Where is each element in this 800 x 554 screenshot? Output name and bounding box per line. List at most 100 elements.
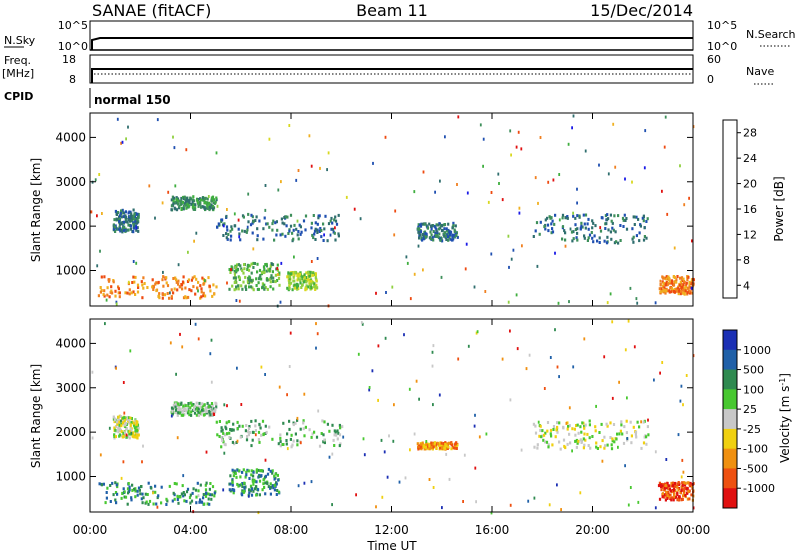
nsky-tick-top: 10^5 (58, 19, 88, 32)
data-cell (388, 434, 390, 438)
data-cell (679, 164, 681, 168)
data-cell (247, 469, 250, 473)
data-cell (141, 492, 144, 496)
data-cell (303, 273, 306, 277)
data-cell (178, 495, 181, 499)
data-cell (190, 410, 193, 414)
x-tick-label: 12:00 (374, 523, 409, 537)
data-cell (255, 215, 258, 219)
data-cell (182, 404, 185, 408)
data-cell (690, 493, 693, 497)
data-cell (463, 453, 466, 457)
data-cell (135, 429, 139, 433)
data-cell (568, 406, 571, 410)
data-cell (165, 276, 168, 280)
data-cell (176, 498, 179, 501)
data-cell (678, 276, 682, 280)
data-cell (115, 420, 119, 424)
data-cell (685, 491, 689, 495)
data-cell (534, 431, 538, 435)
data-cell (593, 234, 596, 238)
data-cell (263, 486, 266, 489)
data-cell (117, 415, 120, 419)
data-cell (130, 421, 133, 425)
colorbar-tick-label: 8 (743, 254, 750, 267)
data-cell (201, 196, 204, 200)
data-cell (579, 425, 582, 429)
data-cell (581, 225, 584, 229)
data-cell (667, 281, 670, 285)
data-cell (302, 427, 305, 431)
data-cell (124, 427, 128, 431)
data-cell (165, 281, 168, 285)
data-cell (631, 237, 634, 241)
data-cell (118, 291, 121, 295)
data-cell (239, 435, 242, 439)
data-cell (664, 115, 667, 119)
data-cell (235, 287, 238, 291)
data-cell (197, 494, 200, 498)
data-cell (302, 280, 305, 284)
data-cell (248, 425, 251, 428)
data-cell (603, 239, 606, 243)
data-cell (197, 407, 200, 411)
data-cell (417, 444, 420, 448)
data-cell (133, 226, 136, 230)
data-cell (126, 502, 129, 506)
data-cell (301, 283, 304, 287)
data-cell (185, 206, 188, 210)
data-cell (118, 434, 121, 438)
data-cell (255, 493, 258, 497)
data-cell (241, 287, 244, 291)
data-cell (554, 328, 556, 332)
data-cell (141, 460, 143, 464)
data-cell (135, 433, 139, 437)
data-cell (174, 405, 177, 409)
data-cell (575, 424, 578, 427)
data-cell (455, 441, 458, 445)
data-cell (334, 215, 337, 219)
data-cell (671, 496, 674, 500)
velocity-colorbar-label: Velocity [m s-1] (778, 373, 792, 463)
data-cell (331, 221, 334, 225)
colorbar-tick-label: -500 (743, 462, 768, 475)
data-cell (423, 222, 426, 226)
data-cell (611, 439, 614, 443)
data-cell (264, 184, 267, 187)
data-cell (675, 495, 678, 499)
data-cell (265, 269, 268, 273)
data-cell (288, 275, 291, 279)
data-cell (156, 496, 159, 500)
data-cell (291, 443, 294, 447)
data-cell (117, 211, 120, 214)
data-cell (170, 296, 173, 300)
data-cell (551, 227, 554, 231)
data-cell (448, 230, 451, 234)
data-cell (134, 423, 137, 427)
data-cell (318, 444, 322, 448)
y-tick-label: 1000 (55, 470, 86, 484)
data-cell (448, 236, 451, 240)
data-cell (583, 236, 586, 240)
data-cell (236, 427, 239, 430)
data-cell (187, 402, 190, 405)
data-cell (377, 344, 380, 348)
data-cell (683, 492, 686, 496)
data-cell (391, 285, 394, 289)
data-cell (611, 396, 614, 400)
data-cell (237, 287, 240, 291)
data-cell (618, 432, 621, 436)
data-cell (172, 202, 175, 206)
data-cell (418, 231, 421, 235)
data-cell (118, 295, 121, 299)
data-cell (250, 285, 253, 289)
data-cell (192, 285, 195, 289)
data-cell (246, 430, 250, 434)
data-cell (408, 387, 411, 391)
data-cell (444, 135, 446, 139)
data-cell (566, 216, 569, 220)
data-cell (417, 447, 420, 451)
data-cell (175, 196, 178, 200)
data-cell (229, 229, 232, 233)
data-cell (316, 222, 319, 226)
